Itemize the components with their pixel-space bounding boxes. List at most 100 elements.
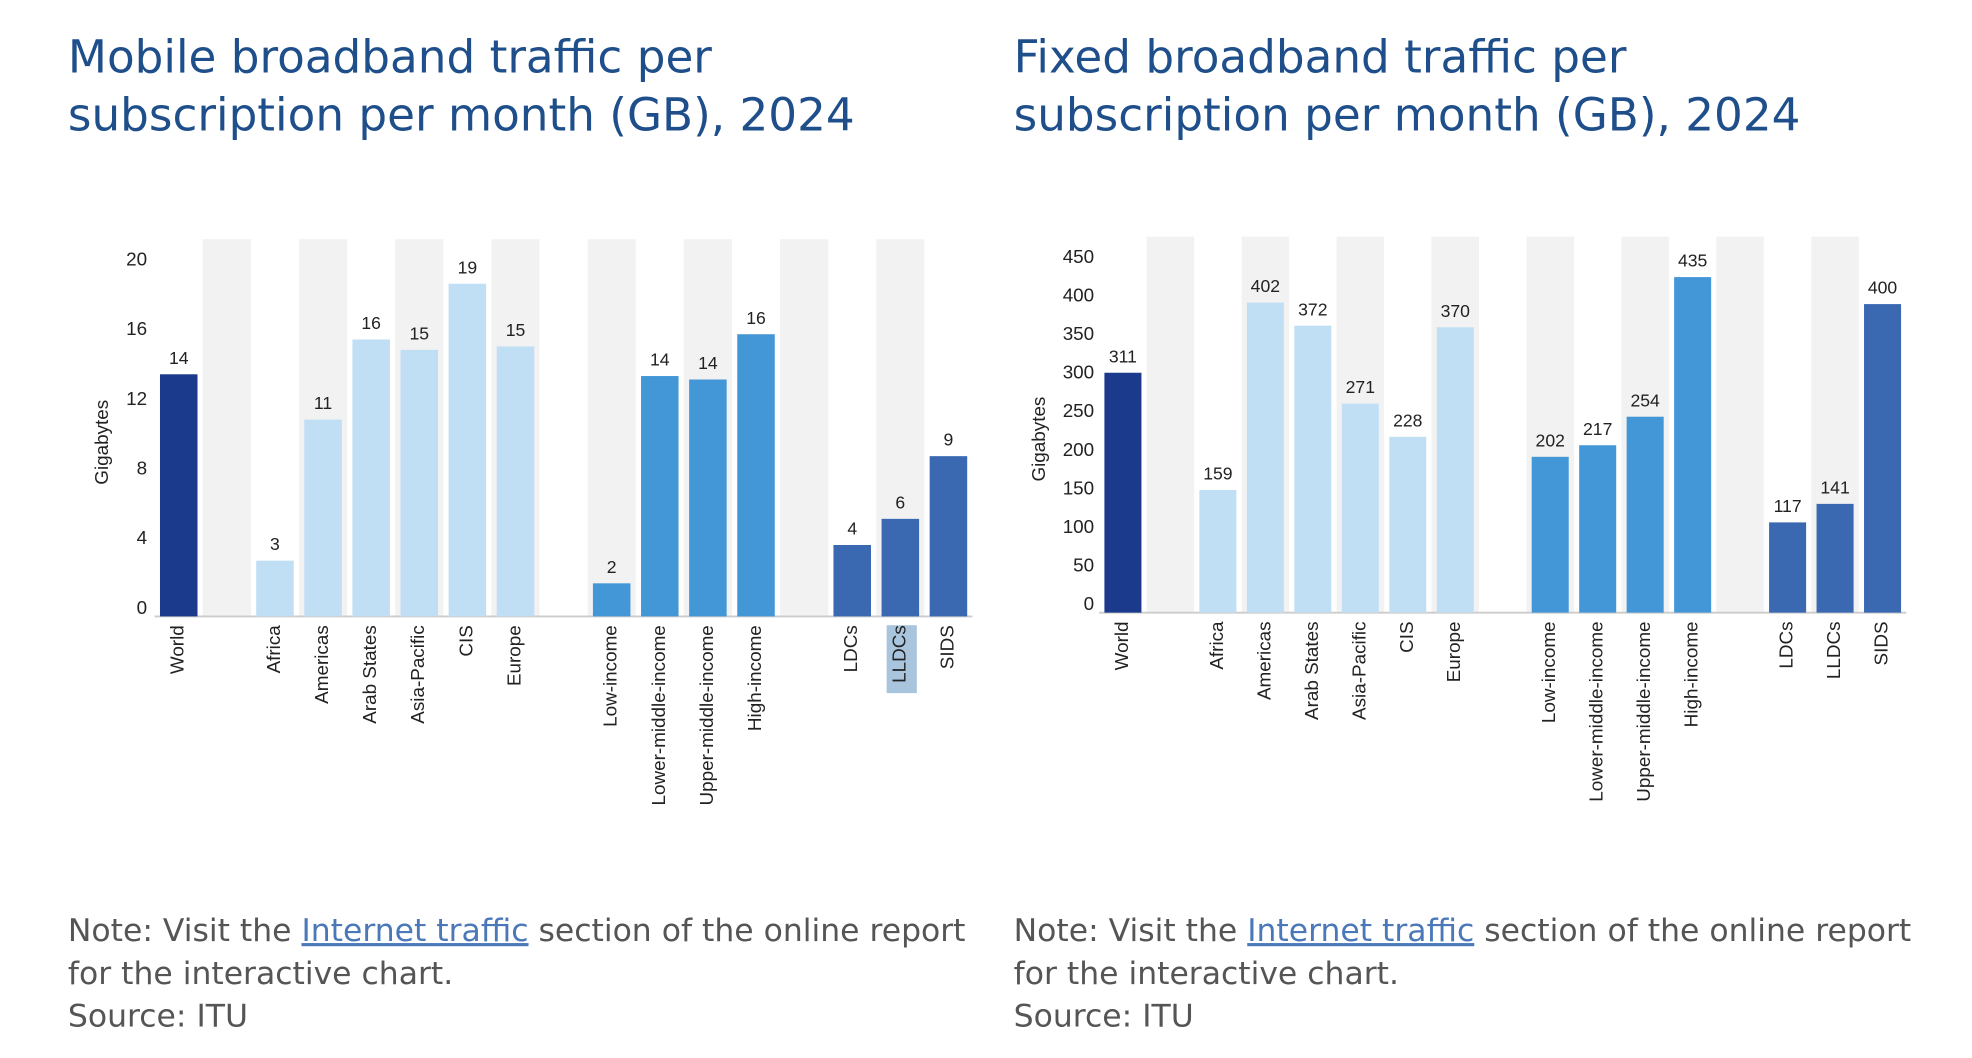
bar bbox=[1341, 403, 1379, 613]
bar bbox=[1436, 327, 1474, 613]
note: Note: Visit the Internet traffic section… bbox=[68, 913, 966, 949]
chart-title: subscription per month (GB), 2024 bbox=[1014, 88, 1801, 141]
y-tick-label: 12 bbox=[126, 388, 147, 409]
note-link[interactable]: Internet traffic bbox=[301, 913, 528, 949]
y-tick-label: 0 bbox=[137, 597, 148, 618]
value-label: 271 bbox=[1346, 377, 1375, 397]
note-text: section of the online report bbox=[529, 913, 966, 949]
x-tick-label: CIS bbox=[1396, 621, 1417, 652]
value-label: 141 bbox=[1820, 477, 1849, 497]
note: Note: Visit the Internet traffic section… bbox=[1014, 913, 1912, 949]
x-tick-label: Asia-Pacific bbox=[407, 625, 428, 724]
x-tick-label: CIS bbox=[455, 625, 476, 656]
x-tick-label: LLDCs bbox=[888, 625, 909, 683]
x-tick-label: LDCs bbox=[840, 625, 861, 672]
bar bbox=[641, 376, 679, 617]
bar bbox=[304, 419, 342, 617]
value-label: 228 bbox=[1393, 410, 1423, 430]
value-label: 15 bbox=[409, 323, 429, 343]
value-label: 14 bbox=[650, 350, 670, 370]
bar bbox=[1294, 325, 1332, 613]
value-label: 6 bbox=[895, 492, 905, 512]
value-label: 254 bbox=[1630, 390, 1660, 410]
bar bbox=[1104, 372, 1142, 613]
note-link[interactable]: Internet traffic bbox=[1247, 913, 1474, 949]
y-tick-label: 100 bbox=[1063, 516, 1094, 537]
x-tick-label: Africa bbox=[263, 625, 284, 674]
x-tick-label: Europe bbox=[1443, 621, 1464, 682]
bar bbox=[1816, 503, 1854, 613]
x-tick-label: World bbox=[167, 625, 188, 674]
y-axis-label: Gigabytes bbox=[91, 400, 112, 485]
x-tick-label: SIDS bbox=[1871, 621, 1892, 665]
value-label: 2 bbox=[607, 557, 617, 577]
bar bbox=[1864, 304, 1902, 613]
bar bbox=[833, 544, 871, 617]
value-label: 402 bbox=[1251, 276, 1280, 296]
x-tick-label: Upper-middle-income bbox=[696, 625, 717, 805]
x-tick-label: Africa bbox=[1206, 621, 1227, 670]
column-shade bbox=[1146, 236, 1195, 613]
y-tick-label: 4 bbox=[137, 527, 148, 548]
y-tick-label: 0 bbox=[1084, 593, 1095, 614]
x-tick-label: Americas bbox=[1253, 621, 1274, 700]
x-tick-label: Arab States bbox=[1301, 621, 1322, 720]
value-label: 15 bbox=[506, 320, 526, 340]
x-tick-label: Upper-middle-income bbox=[1633, 621, 1654, 801]
bar bbox=[1769, 522, 1807, 613]
bar bbox=[159, 374, 198, 617]
bar bbox=[1389, 436, 1427, 613]
bar bbox=[400, 349, 439, 617]
bar bbox=[881, 518, 920, 617]
bar bbox=[256, 560, 294, 617]
value-label: 3 bbox=[270, 534, 280, 554]
x-tick-label: Americas bbox=[311, 625, 332, 704]
y-tick-label: 400 bbox=[1063, 285, 1094, 306]
value-label: 19 bbox=[458, 257, 478, 277]
bar bbox=[1531, 456, 1569, 613]
chart-title: Fixed broadband traffic per bbox=[1014, 31, 1627, 84]
x-tick-label: Europe bbox=[503, 625, 524, 686]
value-label: 435 bbox=[1678, 251, 1708, 271]
x-tick-label: Low-income bbox=[600, 625, 621, 727]
x-tick-label: SIDS bbox=[936, 625, 957, 669]
bar bbox=[352, 339, 390, 617]
value-label: 4 bbox=[847, 519, 857, 539]
selection-highlight bbox=[886, 625, 917, 694]
y-tick-label: 250 bbox=[1063, 400, 1094, 421]
y-tick-label: 150 bbox=[1063, 477, 1094, 498]
x-tick-label: LDCs bbox=[1776, 621, 1797, 668]
y-tick-label: 50 bbox=[1073, 555, 1094, 576]
note: Source: ITU bbox=[1014, 999, 1194, 1035]
bar bbox=[1199, 489, 1237, 613]
x-tick-label: Lower-middle-income bbox=[648, 625, 669, 805]
y-tick-label: 8 bbox=[137, 457, 148, 478]
x-tick-label: Low-income bbox=[1538, 621, 1559, 723]
y-tick-label: 300 bbox=[1063, 362, 1094, 383]
note: Source: ITU bbox=[68, 999, 248, 1035]
x-tick-label: LLDCs bbox=[1823, 621, 1844, 679]
bar bbox=[448, 283, 487, 617]
x-tick-label: Asia-Pacific bbox=[1348, 621, 1369, 720]
bar bbox=[1579, 445, 1617, 613]
value-label: 370 bbox=[1441, 301, 1471, 321]
value-label: 117 bbox=[1774, 496, 1802, 516]
value-label: 400 bbox=[1868, 278, 1898, 298]
bar bbox=[689, 379, 727, 617]
bar bbox=[592, 583, 631, 617]
y-tick-label: 16 bbox=[126, 318, 147, 339]
value-label: 16 bbox=[361, 313, 381, 333]
y-tick-label: 450 bbox=[1063, 246, 1094, 267]
value-label: 372 bbox=[1298, 299, 1327, 319]
y-tick-label: 200 bbox=[1063, 439, 1094, 460]
value-label: 16 bbox=[746, 308, 766, 328]
note-text: section of the online report bbox=[1474, 913, 1911, 949]
note-text: Note: Visit the bbox=[1014, 913, 1248, 949]
note: for the interactive chart. bbox=[68, 956, 453, 992]
column-shade bbox=[587, 239, 636, 617]
note: for the interactive chart. bbox=[1014, 956, 1399, 992]
x-tick-label: Arab States bbox=[359, 625, 380, 724]
chart-title: Mobile broadband traffic per bbox=[68, 31, 712, 84]
